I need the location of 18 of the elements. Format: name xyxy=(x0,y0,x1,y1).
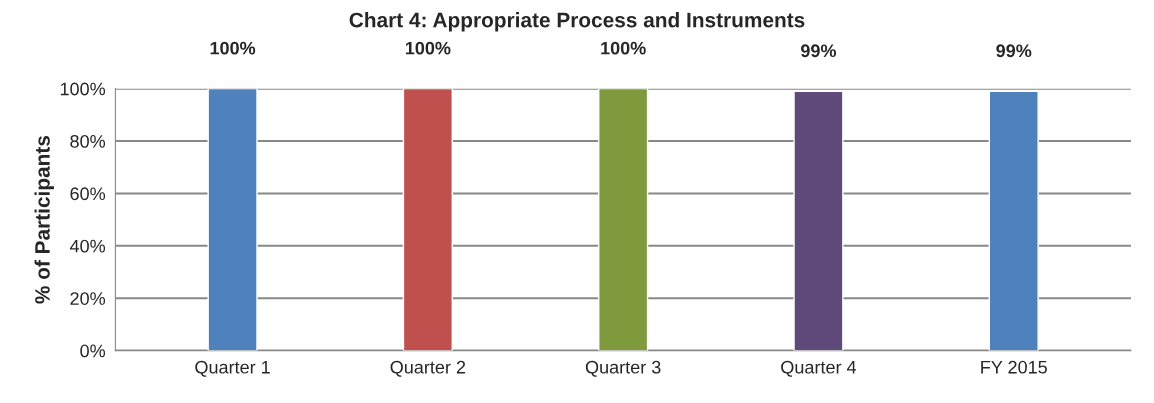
data-label: 99% xyxy=(996,44,1032,58)
y-tick-label: 60% xyxy=(70,187,106,201)
x-tick-label: Quarter 2 xyxy=(390,360,466,377)
data-label: 100% xyxy=(405,41,451,55)
x-tick-label: FY 2015 xyxy=(981,360,1047,374)
data-label: 100% xyxy=(601,41,646,55)
y-tick-label: 0% xyxy=(80,344,106,358)
y-tick-label: 20% xyxy=(70,292,106,305)
x-tick-label: Quarter 3 xyxy=(585,360,661,377)
x-tick-label: Quarter 4 xyxy=(781,360,857,377)
y-tick-label: 80% xyxy=(70,134,106,148)
y-tick-label: 100% xyxy=(60,82,106,96)
x-tick-label: Quarter 1 xyxy=(195,360,270,377)
y-axis-title: % of Participants xyxy=(34,135,54,304)
y-tick-label: 40% xyxy=(69,239,106,253)
chart-title: Chart 4: Appropriate Process and Instruments xyxy=(349,12,805,32)
data-label: 100% xyxy=(210,41,256,55)
data-label: 99% xyxy=(801,44,837,58)
